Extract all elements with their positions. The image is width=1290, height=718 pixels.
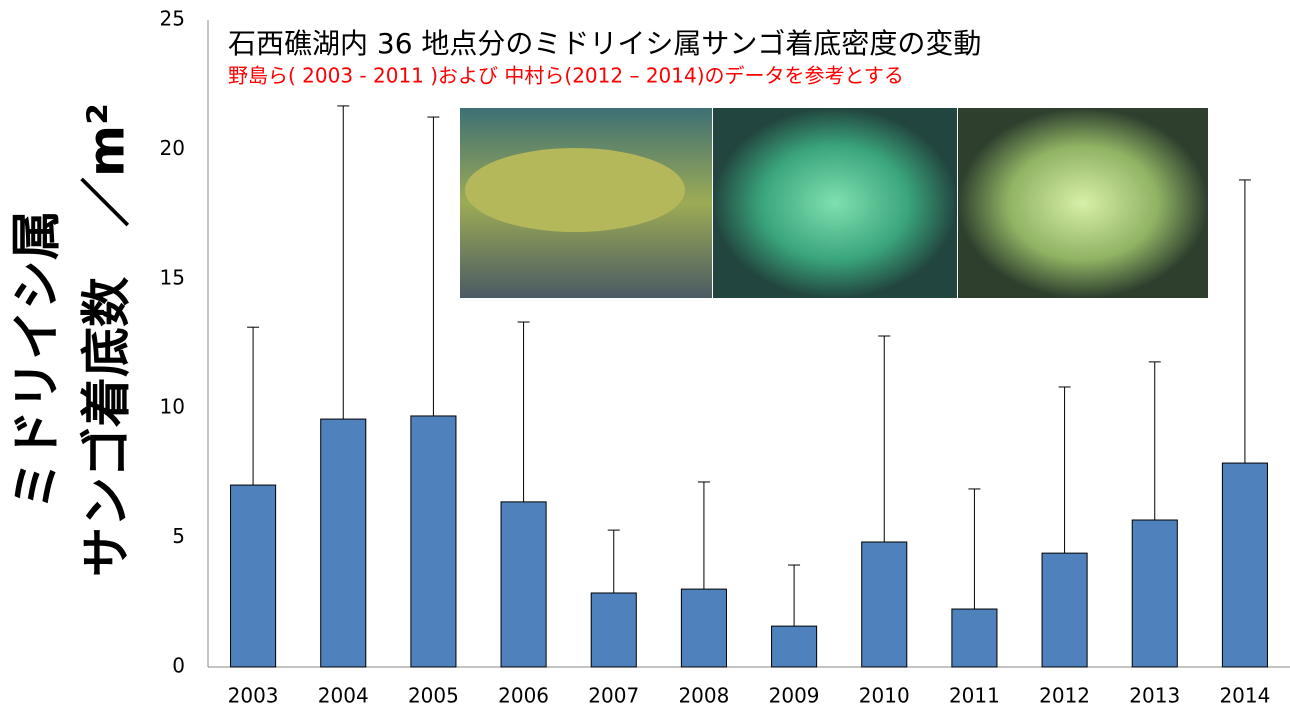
chart-title: 石西礁湖内 36 地点分のミドリイシ属サンゴ着底密度の変動 (228, 27, 981, 60)
y-tick-label: 15 (160, 265, 185, 289)
x-tick-label: 2006 (498, 684, 549, 708)
bar (1221, 462, 1268, 668)
x-tick-label: 2004 (318, 684, 369, 708)
y-tick-label: 0 (172, 654, 185, 678)
y-tick-label: 5 (172, 524, 185, 548)
bar (500, 501, 547, 668)
bar (861, 541, 908, 668)
x-tick-label: 2011 (949, 684, 1000, 708)
bar (771, 625, 818, 668)
bar (680, 588, 727, 668)
bar (951, 608, 998, 668)
photo (958, 108, 1208, 298)
coral-photos (460, 108, 1208, 298)
x-tick-label: 2005 (408, 684, 459, 708)
x-tick-label: 2008 (678, 684, 729, 708)
bar (590, 592, 637, 668)
bar (320, 418, 367, 668)
x-tick-label: 2009 (769, 684, 820, 708)
x-tick-label: 2010 (859, 684, 910, 708)
y-tick-label: 10 (160, 395, 185, 419)
y-axis-label: ミドリイシ属 (8, 210, 66, 510)
y-tick-label: 25 (160, 7, 185, 31)
photo (713, 108, 957, 298)
bar (1131, 519, 1178, 668)
bar (1041, 552, 1088, 668)
y-tick-label: 20 (160, 136, 185, 160)
bar (230, 484, 277, 668)
bar (410, 415, 457, 668)
x-tick-label: 2014 (1219, 684, 1270, 708)
photo-detail (465, 148, 685, 232)
x-tick-label: 2003 (228, 684, 279, 708)
chart-subtitle: 野島ら( 2003 - 2011 )および 中村ら(2012 – 2014)のデ… (228, 64, 904, 88)
y-axis-label: サンゴ着底数 ／m² (78, 103, 136, 577)
x-tick-label: 2013 (1129, 684, 1180, 708)
x-tick-label: 2007 (588, 684, 639, 708)
x-tick-label: 2012 (1039, 684, 1090, 708)
